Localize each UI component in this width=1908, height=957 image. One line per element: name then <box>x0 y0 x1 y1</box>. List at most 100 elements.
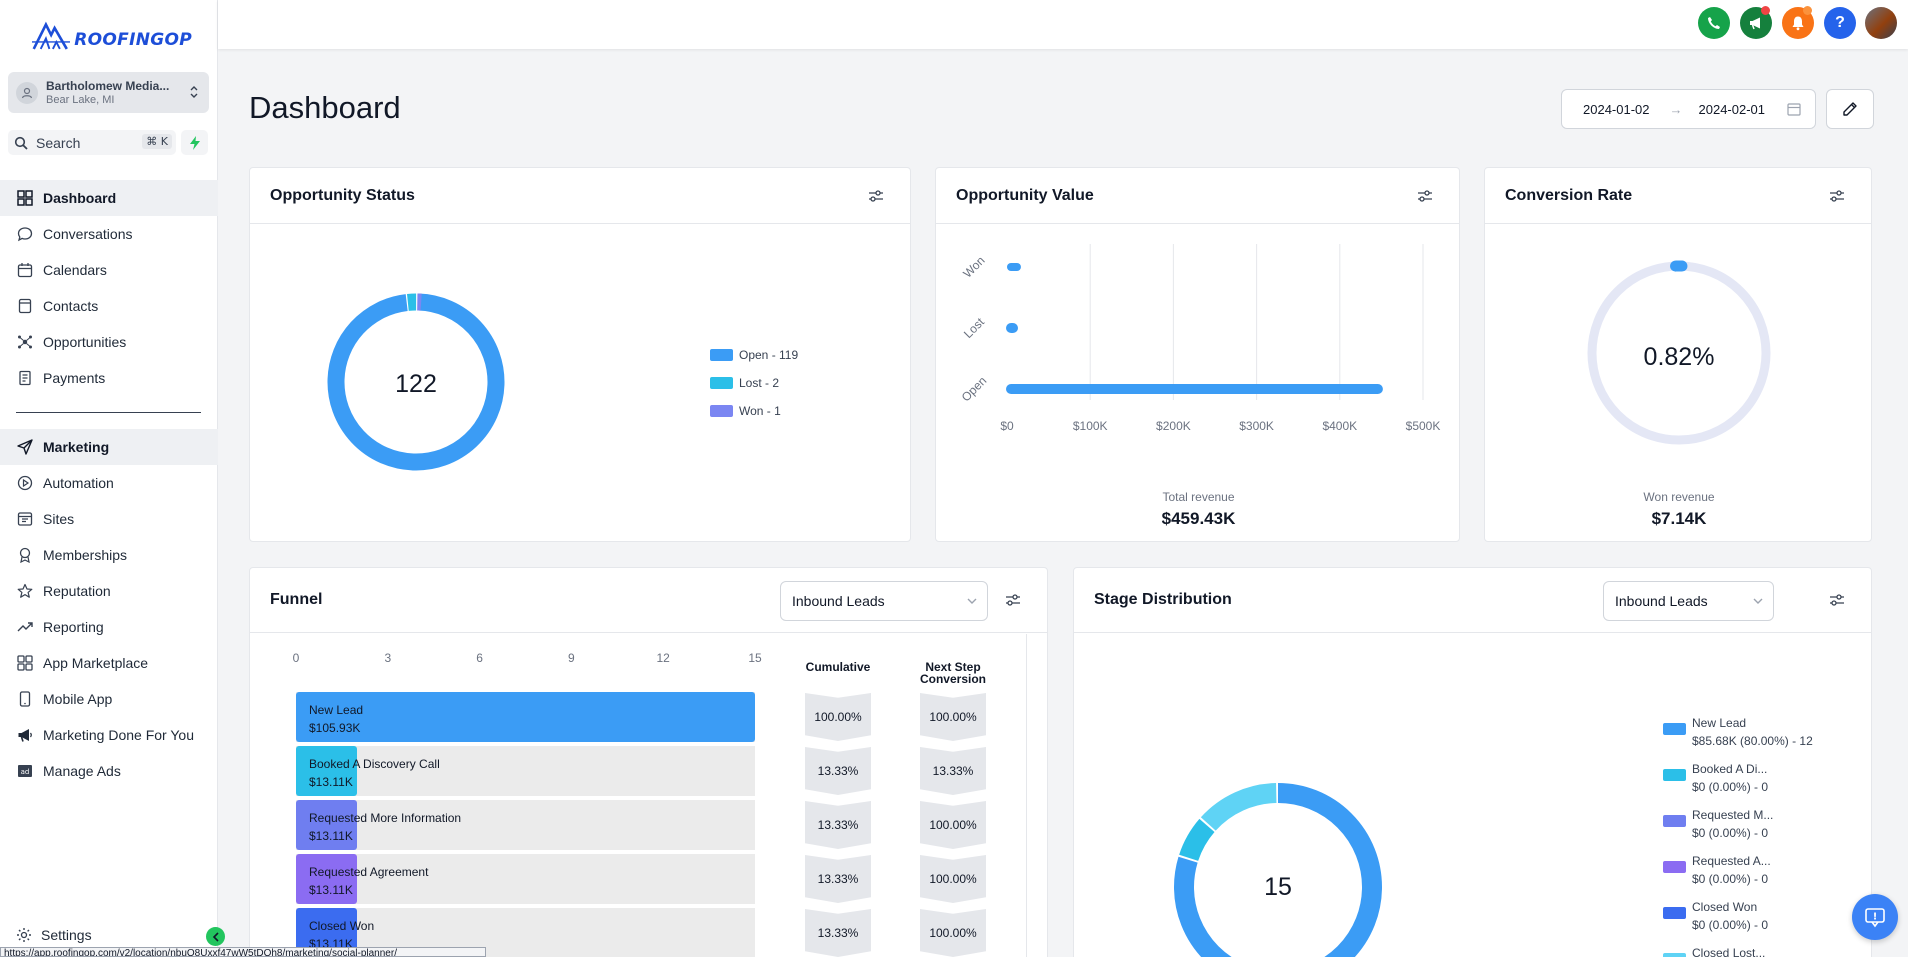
funnel-bar <box>296 854 357 904</box>
legend-item-open[interactable]: Open - 119 <box>710 348 798 362</box>
nav-marketing[interactable]: Marketing <box>0 429 218 465</box>
nav-reporting[interactable]: Reporting <box>0 609 218 645</box>
cumulative-cell: 13.33% <box>805 747 871 795</box>
nav-conversations[interactable]: Conversations <box>0 216 218 252</box>
legend-item[interactable]: Requested A... $0 (0.00%) - 0 <box>1692 852 1862 888</box>
legend-item[interactable]: Requested M... $0 (0.00%) - 0 <box>1692 806 1862 842</box>
legend-item-lost[interactable]: Lost - 2 <box>710 376 779 390</box>
donut-slice-won[interactable] <box>327 293 505 471</box>
legend-item[interactable]: Closed Won $0 (0.00%) - 0 <box>1692 898 1862 934</box>
nav-contacts[interactable]: Contacts <box>0 288 218 324</box>
search-shortcut: ⌘ K <box>142 134 172 149</box>
legend-item-won[interactable]: Won - 1 <box>710 404 781 418</box>
nav-app-marketplace[interactable]: App Marketplace <box>0 645 218 681</box>
nav-label: Conversations <box>43 226 133 242</box>
legend-swatch <box>1663 861 1686 873</box>
nav-calendars[interactable]: Calendars <box>0 252 218 288</box>
nav-label: Reputation <box>43 583 111 599</box>
nav-dashboard[interactable]: Dashboard <box>0 180 218 216</box>
search-button[interactable]: Search ⌘ K <box>8 130 176 155</box>
notification-dot <box>1761 6 1770 15</box>
collapse-sidebar-button[interactable] <box>206 927 225 946</box>
quick-action-button[interactable] <box>181 130 208 155</box>
funnel-stage-value: $105.93K <box>309 721 361 735</box>
funnel-stage-name: Requested More Information <box>309 811 462 825</box>
date-range-picker[interactable]: 2024-01-02 → 2024-02-01 <box>1561 89 1816 129</box>
donut-slice[interactable] <box>1174 783 1382 957</box>
user-avatar[interactable] <box>1865 7 1897 39</box>
funnel-bar <box>296 746 357 796</box>
filter-icon[interactable] <box>1005 593 1021 607</box>
filter-icon[interactable] <box>1829 593 1845 607</box>
nav-opportunities[interactable]: Opportunities <box>0 324 218 360</box>
question-icon: ? <box>1835 14 1845 31</box>
legend-item[interactable]: Booked A Di... $0 (0.00%) - 0 <box>1692 760 1862 796</box>
edit-dashboard-button[interactable] <box>1826 89 1874 129</box>
funnel-pipeline-select[interactable]: Inbound Leads <box>780 581 988 621</box>
search-icon <box>14 136 28 150</box>
chat-widget-button[interactable]: ! <box>1852 894 1898 940</box>
filter-icon[interactable] <box>1417 189 1433 203</box>
nav-payments[interactable]: Payments <box>0 360 218 396</box>
cumulative-cell: 100.00% <box>805 693 871 741</box>
location-switcher[interactable]: Bartholomew Media... Bear Lake, MI <box>8 72 209 113</box>
conversion-rate-card: Conversion Rate 0.82% Won revenue $7.14K <box>1484 167 1872 542</box>
funnel-row[interactable]: New Lead $105.93K <box>296 692 755 742</box>
star-icon <box>16 582 34 600</box>
nav-manage-ads[interactable]: ad Manage Ads <box>0 753 218 789</box>
funnel-bar <box>296 800 357 850</box>
gear-icon <box>16 927 32 943</box>
nav-sites[interactable]: Sites <box>0 501 218 537</box>
stage-pipeline-select[interactable]: Inbound Leads <box>1603 581 1774 621</box>
card-title: Stage Distribution <box>1094 591 1232 608</box>
legend-stage-detail: $0 (0.00%) - 0 <box>1692 826 1769 840</box>
conversion-gauge <box>1586 260 1772 446</box>
next-step-cell: 13.33% <box>920 747 986 795</box>
phone-button[interactable] <box>1698 7 1730 39</box>
filter-icon[interactable] <box>868 189 884 203</box>
notification-dot <box>1803 6 1812 15</box>
chat-help-icon: ! <box>1865 908 1885 928</box>
location-name: Bartholomew Media... <box>46 78 170 93</box>
cumulative-cell: 13.33% <box>805 801 871 849</box>
opportunity-status-card: Opportunity Status 122 Open - 119 Lost -… <box>249 167 911 542</box>
settings-label: Settings <box>41 927 92 943</box>
funnel-row[interactable]: Requested Agreement $13.11K <box>296 854 755 904</box>
megaphone-icon <box>16 726 34 744</box>
nav-reputation[interactable]: Reputation <box>0 573 218 609</box>
card-title: Conversion Rate <box>1505 186 1633 204</box>
funnel-row[interactable]: Requested More Information $13.11K <box>296 800 755 850</box>
stage-donut <box>1174 783 1382 957</box>
x-tick-label: $300K <box>1239 419 1274 433</box>
nav-automation[interactable]: Automation <box>0 465 218 501</box>
nav-label: Opportunities <box>43 334 127 350</box>
megaphone-icon <box>1750 17 1760 30</box>
nav-memberships[interactable]: Memberships <box>0 537 218 573</box>
x-tick-label: $500K <box>1406 419 1441 433</box>
chevron-updown-icon <box>190 86 198 98</box>
legend-item[interactable]: Closed Lost... <box>1692 944 1862 957</box>
funnel-row[interactable]: Booked A Discovery Call $13.11K <box>296 746 755 796</box>
automation-icon <box>16 474 34 492</box>
arrow-right-icon: → <box>1669 101 1683 117</box>
nav-mobile-app[interactable]: Mobile App <box>0 681 218 717</box>
announcements-button[interactable] <box>1740 6 1772 39</box>
nav-marketing-done-for-you[interactable]: Marketing Done For You <box>0 717 218 753</box>
help-button[interactable]: ? <box>1824 7 1856 39</box>
funnel-scrollbar[interactable] <box>1026 634 1046 957</box>
contacts-icon <box>16 297 34 315</box>
filter-icon[interactable] <box>1829 189 1845 203</box>
notifications-button[interactable] <box>1782 6 1814 39</box>
conversion-arc <box>1586 260 1772 446</box>
x-tick-label: $400K <box>1322 419 1357 433</box>
next-step-cell: 100.00% <box>920 801 986 849</box>
legend-item[interactable]: New Lead $85.68K (80.00%) - 12 <box>1692 714 1862 750</box>
legend-label: Won - 1 <box>739 404 781 418</box>
legend-swatch <box>710 349 733 361</box>
y-category-label: Open <box>959 374 990 405</box>
funnel-stage-name: Booked A Discovery Call <box>309 757 440 771</box>
nav-settings[interactable]: Settings <box>0 918 218 952</box>
legend-swatch <box>1663 815 1686 827</box>
brand-logo[interactable]: ROOFINGOP <box>32 14 192 56</box>
stage-distribution-card: Stage Distribution 15 New Lead $85.68K (8… <box>1073 567 1872 957</box>
